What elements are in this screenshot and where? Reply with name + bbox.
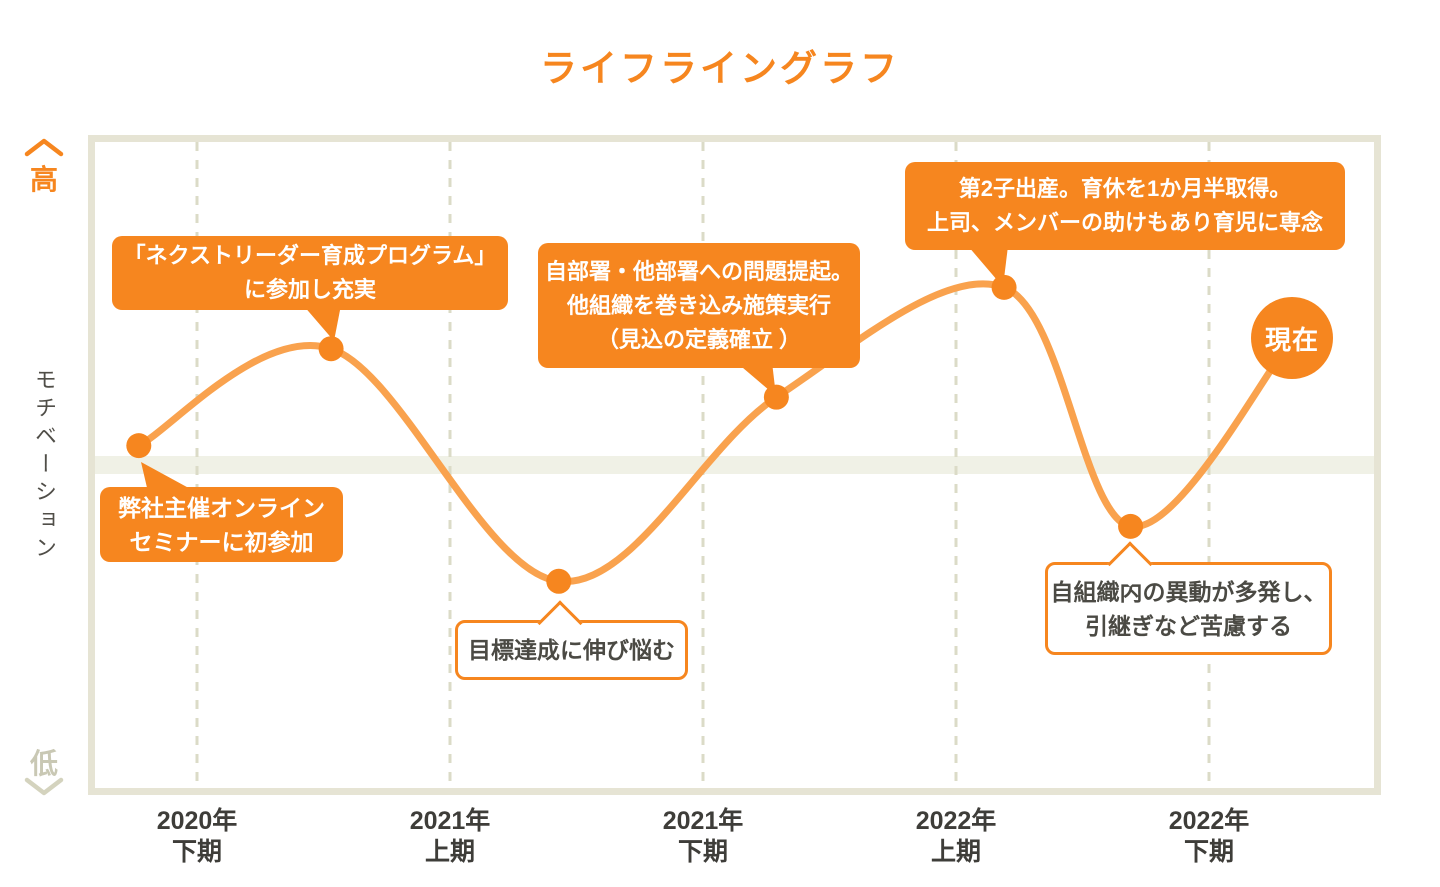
x-tick-2022-early: 2022年 上期 [856, 806, 1056, 868]
annotation-bubble-ido: 自組織内の異動が多発し、 引継ぎなど苦慮する [1045, 562, 1332, 655]
chevron-down-icon [24, 777, 64, 796]
x-tick-year: 2022年 [915, 807, 997, 835]
data-point [763, 384, 789, 410]
x-tick-term: 上期 [424, 838, 475, 866]
annotation-bubble-mondai: 自部署・他部署への問題提起。 他組織を巻き込み施策実行 （見込の定義確立 ） [538, 243, 860, 368]
bubble-line: 引継ぎなど苦慮する [1085, 612, 1292, 639]
bubble-line: 自組織内の異動が多発し、 [1050, 578, 1327, 605]
x-tick-year: 2020年 [156, 807, 238, 835]
bubble-line: 他組織を巻き込み施策実行 [566, 292, 831, 318]
bubble-line: 弊社主催オンライン [118, 494, 325, 521]
annotation-bubble-shussan: 第2子出産。育休を1か月半取得。 上司、メンバーの助けもあり育児に専念 [905, 162, 1345, 250]
x-tick-term: 下期 [171, 838, 222, 866]
bubble-line: 自部署・他部署への問題提起。 [544, 258, 853, 284]
data-point [1118, 513, 1144, 539]
chevron-up-icon [24, 138, 64, 157]
bubble-tail-mondai [736, 362, 776, 396]
bubble-line: セミナーに初参加 [129, 528, 314, 555]
bubble-line: （見込の定義確立 ） [596, 326, 802, 352]
x-tick-2020-late: 2020年 下期 [97, 806, 297, 868]
bubble-tail-seminar [141, 462, 196, 492]
bubble-line: に参加し充実 [243, 277, 376, 302]
x-tick-2021-early: 2021年 上期 [350, 806, 550, 868]
data-point [991, 274, 1017, 300]
x-tick-year: 2022年 [1168, 807, 1250, 835]
data-point-markers [126, 274, 1144, 594]
y-axis-title: モチベーション [32, 368, 57, 564]
bubble-line: 目標達成に伸び悩む [468, 637, 675, 663]
x-tick-year: 2021年 [662, 807, 744, 835]
annotation-bubble-seminar: 弊社主催オンライン セミナーに初参加 [100, 487, 343, 562]
y-axis-low-label: 低 [29, 748, 58, 779]
baseline-band [95, 456, 1374, 474]
data-point [546, 568, 572, 594]
x-tick-year: 2021年 [409, 807, 491, 835]
bubble-line: 「ネクストリーダー育成プログラム」 [123, 243, 497, 268]
x-tick-term: 下期 [1183, 838, 1234, 866]
x-tick-2022-late: 2022年 下期 [1109, 806, 1309, 868]
x-tick-term: 上期 [930, 838, 981, 866]
page-title: ライフライングラフ [540, 48, 900, 89]
annotation-bubble-program: 「ネクストリーダー育成プログラム」 に参加し充実 [112, 236, 508, 310]
data-point [126, 433, 152, 459]
x-tick-2021-late: 2021年 下期 [603, 806, 803, 868]
bubble-line: 上司、メンバーの助けもあり育児に専念 [926, 210, 1323, 235]
y-axis-high-label: 高 [29, 164, 58, 195]
now-badge: 現在 [1251, 297, 1333, 379]
data-point [318, 336, 344, 362]
x-tick-term: 下期 [677, 838, 728, 866]
bubble-line: 第2子出産。育休を1か月半取得。 [958, 176, 1292, 201]
bubble-tail-program [303, 305, 341, 341]
